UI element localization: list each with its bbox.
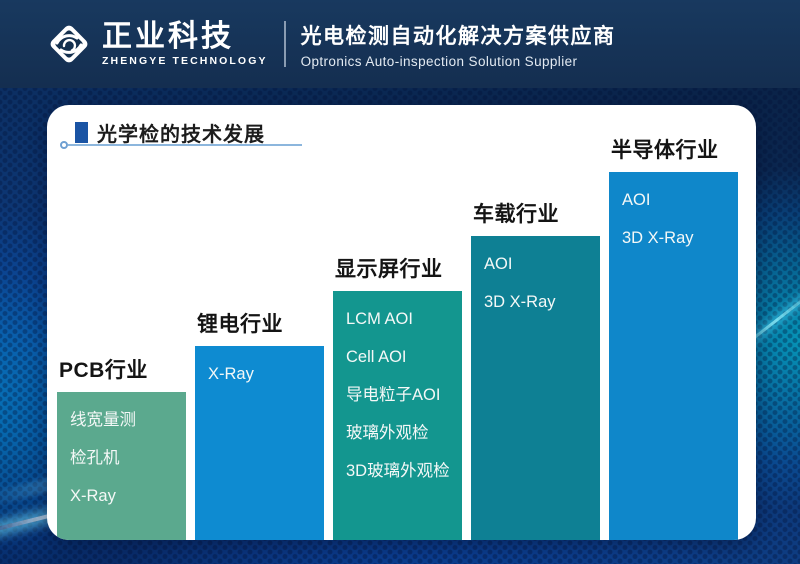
bar-item: AOI — [622, 191, 651, 209]
tagline-en: Optronics Auto-inspection Solution Suppl… — [300, 53, 578, 69]
bar-label: 半导体行业 — [611, 139, 719, 162]
step-chart: PCB行业 线宽量测 检孔机 X-Ray 锂电行业 X-Ray 显示屏行业 LC… — [47, 105, 756, 540]
content-card: 光学检的技术发展 PCB行业 线宽量测 检孔机 X-Ray 锂电行业 X-Ray — [47, 105, 756, 540]
bar-item: X-Ray — [70, 487, 116, 505]
card-title-row: 光学检的技术发展 — [75, 118, 265, 147]
bar-group-lithium: 锂电行业 X-Ray — [195, 105, 324, 540]
bar-item: 3D玻璃外观检 — [346, 462, 450, 480]
bar-item: X-Ray — [208, 365, 254, 383]
brand-name-cn: 正业科技 — [102, 19, 234, 53]
title-underline — [60, 141, 302, 149]
bar-group-pcb: PCB行业 线宽量测 检孔机 X-Ray — [57, 105, 186, 540]
bar-fill: X-Ray — [195, 346, 324, 540]
bar-fill: 线宽量测 检孔机 X-Ray — [57, 392, 186, 540]
brand-name-en: ZHENGYE TECHNOLOGY — [102, 55, 268, 68]
bar-item: 3D X-Ray — [484, 293, 556, 311]
bar-item: Cell AOI — [346, 348, 407, 366]
bar-item: 3D X-Ray — [622, 229, 694, 247]
bar-item: LCM AOI — [346, 310, 413, 328]
slide-title: 光学检的技术发展 — [97, 124, 265, 146]
title-bullet — [75, 122, 88, 143]
bar-group-automotive: 车载行业 AOI 3D X-Ray — [471, 105, 600, 540]
bar-group-display: 显示屏行业 LCM AOI Cell AOI 导电粒子AOI 玻璃外观检 3D玻… — [333, 105, 462, 540]
header-bar: 正业科技 ZHENGYE TECHNOLOGY 光电检测自动化解决方案供应商 O… — [0, 0, 800, 88]
bar-label: 车载行业 — [473, 203, 559, 226]
bar-group-semiconductor: 半导体行业 AOI 3D X-Ray — [609, 105, 738, 540]
bar-item: 玻璃外观检 — [346, 424, 429, 442]
tagline-block: 光电检测自动化解决方案供应商 Optronics Auto-inspection… — [301, 20, 616, 69]
bar-item: AOI — [484, 255, 513, 273]
zhengye-logo-icon — [50, 25, 88, 63]
bar-label: 锂电行业 — [197, 313, 283, 336]
bar-label: 显示屏行业 — [335, 258, 443, 281]
brand-block: 正业科技 ZHENGYE TECHNOLOGY — [102, 21, 268, 68]
bar-label: PCB行业 — [59, 359, 148, 382]
underline-circle-icon — [60, 141, 68, 149]
bar-fill: AOI 3D X-Ray — [609, 172, 738, 540]
header-divider — [283, 21, 286, 67]
bar-item: 线宽量测 — [70, 411, 136, 429]
bar-item: 检孔机 — [70, 449, 120, 467]
underline-line — [68, 144, 302, 146]
bar-fill: LCM AOI Cell AOI 导电粒子AOI 玻璃外观检 3D玻璃外观检 — [333, 291, 462, 540]
tagline-cn: 光电检测自动化解决方案供应商 — [300, 24, 616, 48]
bar-fill: AOI 3D X-Ray — [471, 236, 600, 540]
bar-item: 导电粒子AOI — [346, 386, 441, 404]
